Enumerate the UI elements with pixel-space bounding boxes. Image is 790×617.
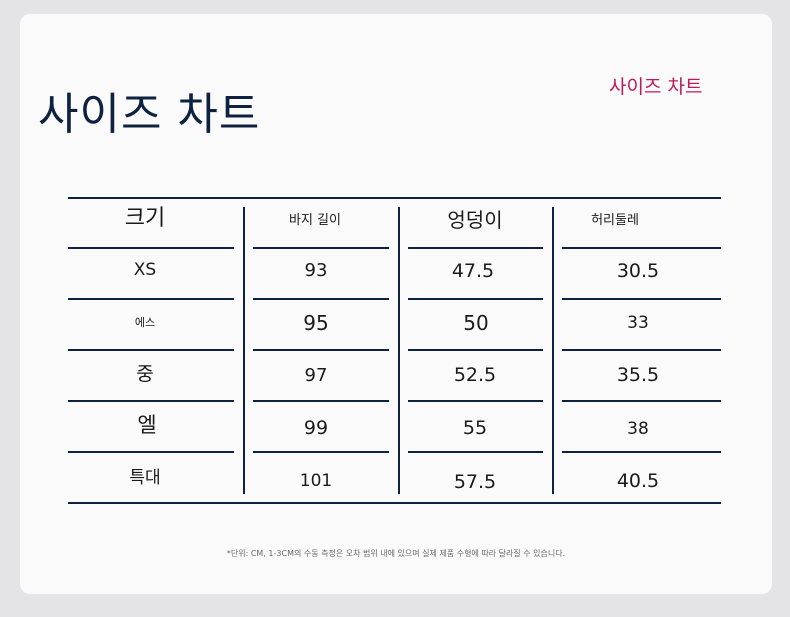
row-1-waist: 30.5: [616, 260, 660, 282]
row-5-hip: 57.5: [453, 471, 497, 493]
row-4-pants-length: 99: [303, 417, 329, 439]
row-4-size: 엘: [137, 413, 157, 437]
row-4-hip: 55: [462, 417, 488, 439]
table-top-border: [68, 197, 721, 199]
row-3-hip: 52.5: [453, 364, 497, 386]
row-2-pants-length: 95: [303, 311, 329, 335]
row-4-waist: 38: [627, 419, 649, 439]
header-hip: 엉덩이: [447, 208, 503, 232]
page-subtitle: 사이즈 차트: [609, 76, 703, 98]
footnote: *단위: CM, 1-3CM의 수동 측정은 오차 범위 내에 있으며 실제 제…: [226, 549, 566, 558]
row-1-size: XS: [133, 260, 157, 280]
row-3-size: 중: [136, 363, 154, 385]
row-5-waist: 40.5: [616, 470, 660, 492]
row-3-pants-length: 97: [304, 365, 328, 386]
row-1-hip: 47.5: [451, 260, 495, 282]
row-2-size: 에스: [134, 316, 156, 329]
header-pants-length: 바지 길이: [289, 213, 341, 228]
row-3-waist: 35.5: [616, 364, 660, 386]
size-chart-card: [20, 14, 772, 594]
row-2-waist: 33: [627, 313, 649, 333]
row-2-hip: 50: [463, 311, 489, 335]
page-title: 사이즈 차트: [38, 89, 261, 140]
column-divider-2: [398, 207, 400, 494]
table-bottom-border: [68, 502, 721, 504]
header-size: 크기: [124, 206, 166, 231]
row-5-pants-length: 101: [299, 471, 333, 491]
header-waist: 허리둘레: [591, 213, 639, 228]
column-divider-1: [243, 207, 245, 494]
row-5-size: 특대: [129, 468, 161, 488]
column-divider-3: [552, 207, 554, 494]
row-1-pants-length: 93: [304, 260, 328, 281]
